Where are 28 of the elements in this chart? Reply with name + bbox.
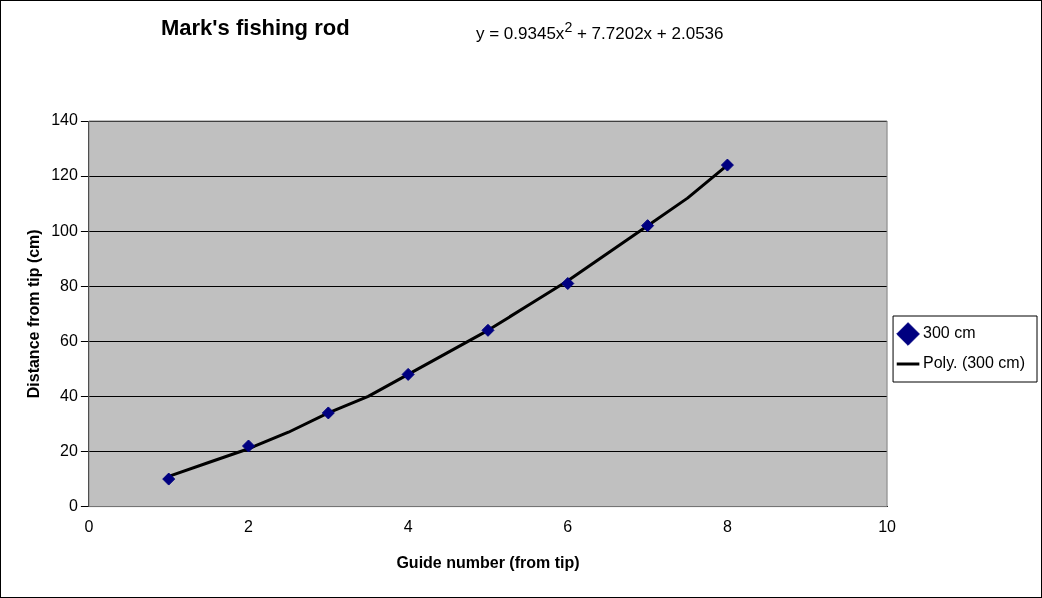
text: y = 0.9345x$^{2}$ + 7.7202x + 2.0536	[476, 19, 724, 44]
point	[401, 367, 415, 381]
y-tick-label: 80	[60, 276, 78, 294]
point	[720, 158, 734, 172]
y-tick-label: 60	[60, 331, 78, 349]
legend-label: 300 cm	[923, 324, 976, 342]
x-tick-label: 2	[244, 517, 254, 535]
x-tick-label: 8	[722, 517, 732, 535]
y-tick-label: 120	[51, 166, 78, 184]
point	[561, 277, 575, 290]
x-axis-title: Guide number (from tip)	[396, 553, 580, 571]
point	[481, 323, 495, 337]
x-tick-label: 0	[84, 517, 94, 535]
point	[242, 439, 256, 453]
x-tick-label: 4	[403, 517, 413, 535]
y-tick-label: 100	[51, 221, 78, 239]
x-tick-label: 10	[878, 517, 897, 535]
y-axis-title: Distance from tip (cm)	[25, 229, 43, 399]
y-tick-label: 140	[51, 111, 78, 129]
x-tick-label: 6	[563, 517, 573, 535]
chart-title: Mark's fishing rod	[161, 15, 350, 41]
y-tick-label: 0	[68, 497, 78, 515]
y-tick-label: 20	[60, 441, 78, 459]
point	[162, 472, 176, 486]
legend-label: Poly. (300 cm)	[923, 354, 1025, 372]
point	[321, 406, 335, 420]
point	[641, 219, 655, 233]
y-tick-label: 40	[60, 386, 78, 404]
